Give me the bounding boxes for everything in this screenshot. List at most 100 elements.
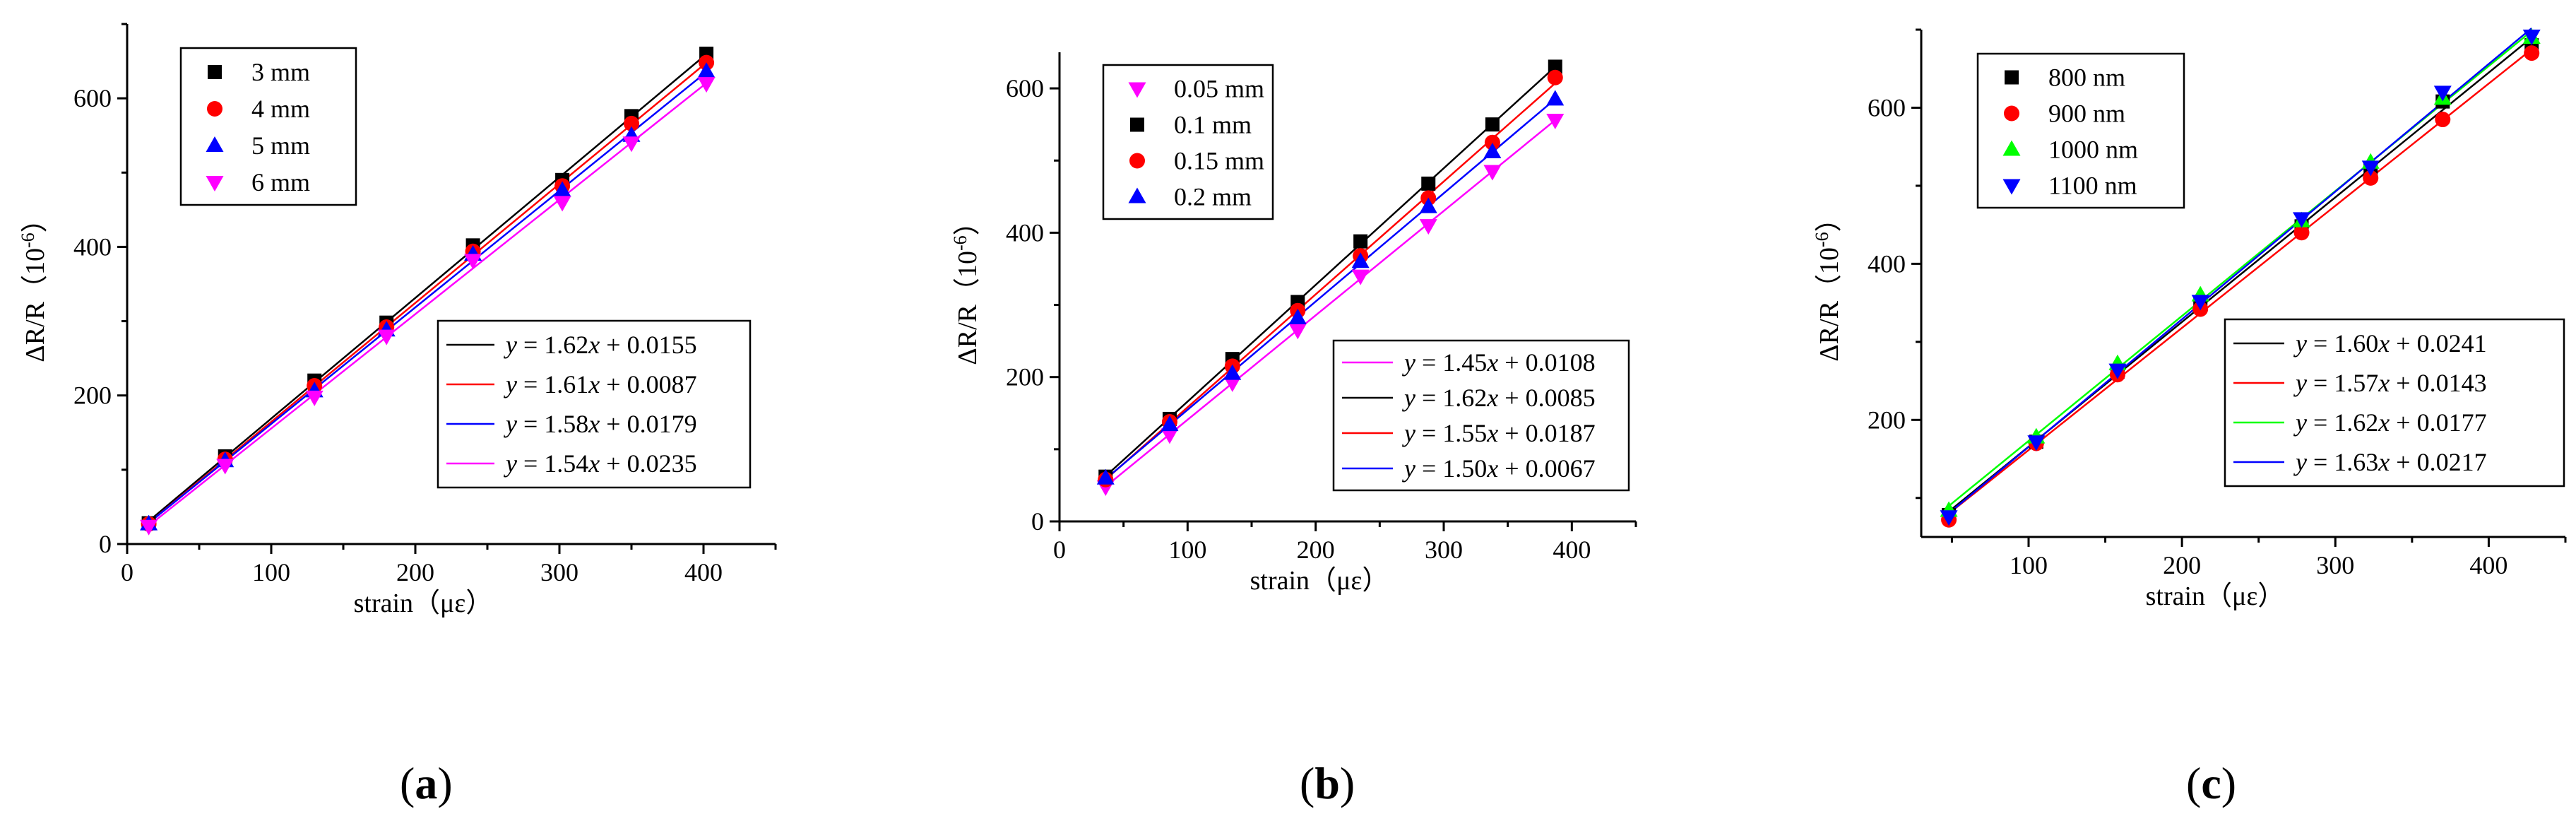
data-point xyxy=(1161,415,1179,432)
data-point xyxy=(216,459,235,475)
y-axis-label: ΔR/R（10-6） xyxy=(950,208,983,365)
data-point xyxy=(553,196,571,212)
y-tick-label: 400 xyxy=(1006,218,1044,247)
data-point xyxy=(1485,117,1500,132)
data-point xyxy=(2027,435,2046,451)
legend-label: 1100 nm xyxy=(2048,172,2137,200)
fit-line-1100-nm xyxy=(1948,27,2533,514)
x-axis-label: strain（με） xyxy=(2146,581,2285,611)
legend-label: 900 nm xyxy=(2048,100,2125,128)
y-tick-label: 600 xyxy=(73,84,112,112)
data-point xyxy=(2435,112,2451,128)
y-axis-label: ΔR/R（10-6） xyxy=(18,206,50,362)
x-tick-label: 300 xyxy=(540,558,578,586)
fit-equation-box xyxy=(437,319,752,489)
y-tick-label: 400 xyxy=(73,232,112,261)
fit-equation: y = 1.45x + 0.0108 xyxy=(1402,348,1596,377)
fit-line-6-mm xyxy=(148,82,707,527)
fit-equation: y = 1.54x + 0.0235 xyxy=(504,449,697,478)
x-tick-label: 300 xyxy=(2316,551,2354,579)
legend-marker xyxy=(1129,153,1145,169)
legend-marker xyxy=(1128,82,1146,98)
legend-label: 0.05 mm xyxy=(1174,75,1264,103)
data-point xyxy=(1546,90,1565,106)
legend-marker xyxy=(2005,70,2019,85)
fit-equation: y = 1.50x + 0.0067 xyxy=(1402,454,1596,483)
x-tick-label: 200 xyxy=(1297,536,1335,564)
data-point xyxy=(1940,510,1958,526)
panel-label: (c) xyxy=(2186,758,2236,808)
data-point xyxy=(622,136,641,153)
data-point xyxy=(2293,225,2310,241)
legend-marker xyxy=(1130,117,1144,132)
fit-equation: y = 1.61x + 0.0087 xyxy=(504,370,697,398)
series-6-mm xyxy=(140,77,716,536)
x-tick-label: 100 xyxy=(252,558,290,586)
fit-equation: y = 1.63x + 0.0217 xyxy=(2293,448,2487,476)
data-point xyxy=(1421,176,1436,191)
y-tick-label: 200 xyxy=(1006,363,1044,391)
data-point xyxy=(1288,324,1307,340)
legend-label: 5 mm xyxy=(251,131,310,160)
x-tick-label: 0 xyxy=(121,558,133,586)
x-tick-label: 0 xyxy=(1053,536,1066,564)
panel-label: (a) xyxy=(400,758,453,808)
x-axis-label: strain（με） xyxy=(354,589,493,618)
fit-line-0.15-mm xyxy=(1105,82,1556,480)
x-tick-label: 100 xyxy=(1168,536,1206,564)
data-point xyxy=(1483,165,1502,181)
fit-equation: y = 1.57x + 0.0143 xyxy=(2293,369,2487,397)
fit-equation: y = 1.62x + 0.0155 xyxy=(504,331,697,359)
fit-line-0.2-mm xyxy=(1105,98,1556,480)
y-tick-label: 600 xyxy=(1006,74,1044,102)
data-point xyxy=(1223,376,1242,392)
data-point xyxy=(2363,170,2379,186)
data-point xyxy=(1547,69,1563,85)
y-tick-label: 600 xyxy=(1868,93,1906,122)
fit-line-4-mm xyxy=(148,61,707,524)
series-0.05-mm xyxy=(1096,114,1565,496)
data-point xyxy=(1351,252,1370,268)
data-point xyxy=(1288,308,1307,324)
y-axis-label: ΔR/R（10-6） xyxy=(1812,205,1844,361)
data-point xyxy=(1223,364,1242,380)
y-tick-label: 200 xyxy=(73,382,112,410)
fit-equation: y = 1.60x + 0.0241 xyxy=(2293,329,2487,358)
legend-label: 0.2 mm xyxy=(1174,183,1252,211)
data-point xyxy=(1548,59,1562,74)
fit-equation-box xyxy=(2224,318,2565,488)
y-tick-label: 0 xyxy=(1031,507,1044,536)
data-point xyxy=(377,329,396,345)
legend-marker xyxy=(2002,140,2021,156)
data-point xyxy=(1419,197,1437,213)
data-point xyxy=(2191,295,2209,311)
fit-line-5-mm xyxy=(148,71,707,524)
legend-marker xyxy=(2004,105,2019,122)
legend-marker xyxy=(206,176,224,191)
x-axis-label: strain（με） xyxy=(1250,566,1389,596)
x-tick-label: 400 xyxy=(1553,536,1591,564)
chart-panel-a: 0 100 200 300 400 0 200 400 600 strain（με） ΔR/R（10… xyxy=(18,23,777,808)
data-point xyxy=(2361,160,2380,177)
fit-line-0.1-mm xyxy=(1105,66,1556,477)
legend-marker xyxy=(206,136,224,152)
panel-label: (b) xyxy=(1300,758,1355,808)
data-point xyxy=(2433,85,2452,102)
x-tick-label: 300 xyxy=(1425,536,1463,564)
x-tick-label: 200 xyxy=(396,558,434,586)
data-point xyxy=(1353,234,1368,249)
data-point xyxy=(140,519,158,536)
data-point xyxy=(1546,114,1565,130)
chart-panel-b: 0 100 200 300 400 0 200 400 600 strain（με） ΔR/R（10… xyxy=(950,52,1637,808)
data-point xyxy=(2524,45,2540,61)
series-0.2-mm xyxy=(1096,90,1565,485)
data-point xyxy=(1096,468,1115,485)
legend-marker xyxy=(1128,187,1146,203)
fit-equation: y = 1.62x + 0.0177 xyxy=(2293,408,2487,437)
data-point xyxy=(553,181,571,197)
fit-equation-box xyxy=(1332,339,1630,492)
fit-line-0.05-mm xyxy=(1105,119,1556,488)
fit-line-3-mm xyxy=(148,53,707,522)
y-tick-label: 0 xyxy=(99,530,112,558)
